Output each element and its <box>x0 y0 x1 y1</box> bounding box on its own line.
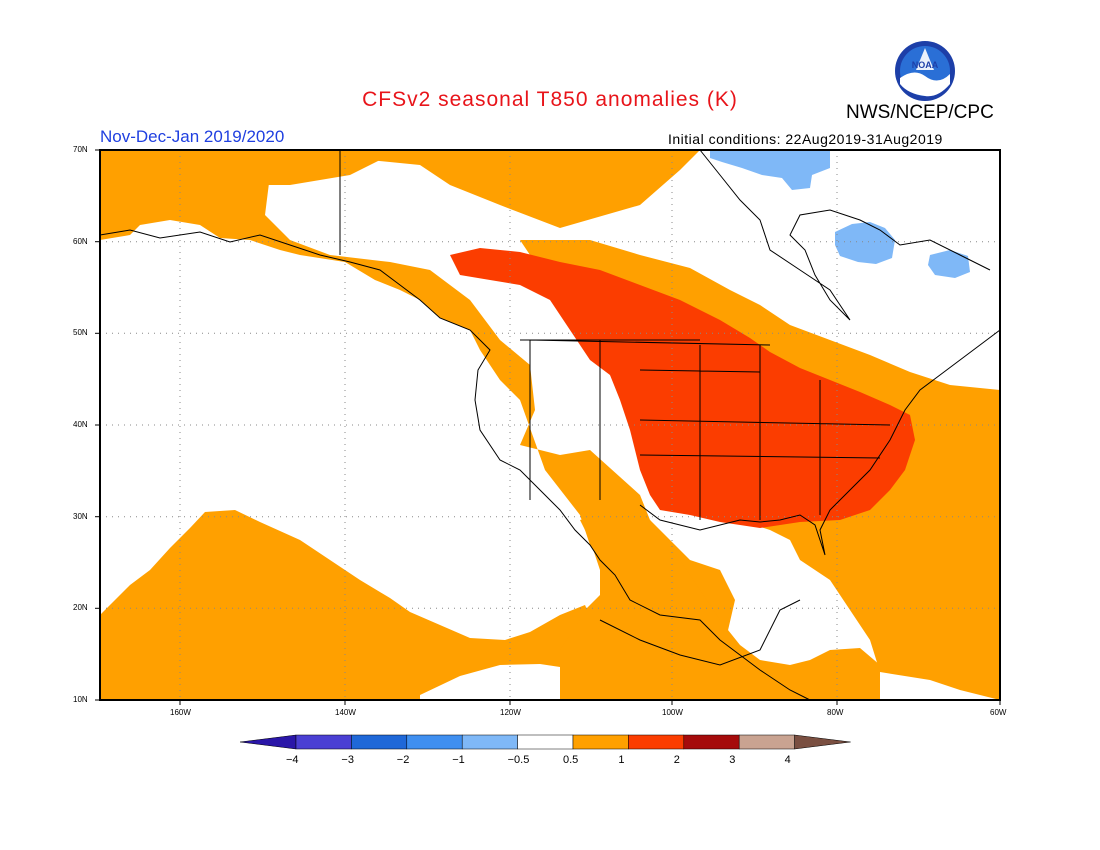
colorbar-tick-label: −3 <box>341 754 354 766</box>
colorbar-swatch <box>738 734 795 750</box>
coastlines <box>99 149 1001 701</box>
colorbar-tick-label: 0.5 <box>563 754 579 766</box>
colorbar-tick-label: −2 <box>396 754 410 766</box>
anomaly-region-hudson-cool <box>835 222 895 264</box>
gridlines <box>100 150 1000 700</box>
lat-label: 20N <box>73 603 88 612</box>
anomaly-region-central-us <box>450 248 915 528</box>
colorbar-tick-label: −0.5 <box>507 754 530 766</box>
axis-ticks <box>95 149 1001 705</box>
initial-conditions: Initial conditions: 22Aug2019-31Aug2019 <box>668 131 943 147</box>
lat-label: 10N <box>73 695 88 704</box>
map-title: CFSv2 seasonal T850 anomalies (K) <box>362 88 738 111</box>
colorbar-swatch <box>683 734 740 750</box>
lat-label: 60N <box>73 237 88 246</box>
colorbar-swatch <box>572 734 629 750</box>
organization-label: NWS/NCEP/CPC <box>846 102 994 123</box>
lat-label: 30N <box>73 512 88 521</box>
lat-label: 50N <box>73 328 88 337</box>
colorbar-tick-label: 2 <box>673 754 680 766</box>
colorbar-swatch <box>295 734 352 750</box>
lon-label: 120W <box>500 708 521 717</box>
anomaly-region-baffin-cool <box>710 150 830 190</box>
noaa-logo: NOAA <box>895 41 955 101</box>
colorbar-arrow-low <box>239 734 297 750</box>
lon-label: 80W <box>827 708 844 717</box>
colorbar-arrow-high <box>794 734 851 750</box>
colorbar-swatch <box>628 734 685 750</box>
lon-label: 160W <box>170 708 191 717</box>
forecast-period: Nov-Dec-Jan 2019/2020 <box>100 127 285 146</box>
lon-label: 140W <box>335 708 356 717</box>
colorbar-swatch <box>517 734 574 750</box>
colorbar-swatch <box>461 734 518 750</box>
noaa-logo-text: NOAA <box>912 60 939 70</box>
colorbar-tick-label: −1 <box>452 754 465 766</box>
lat-label: 40N <box>73 420 88 429</box>
colorbar-tick-label: −4 <box>286 754 299 766</box>
colorbar-swatch <box>406 734 463 750</box>
lon-label: 100W <box>662 708 683 717</box>
colorbar <box>239 734 851 750</box>
lon-label: 60W <box>990 708 1007 717</box>
anomaly-region-mexico <box>560 510 880 700</box>
colorbar-tick-label: 1 <box>618 754 625 766</box>
colorbar-tick-label: 4 <box>784 754 791 766</box>
colorbar-tick-label: 3 <box>729 754 736 766</box>
colorbar-swatch <box>351 734 408 750</box>
anomaly-region-north-alaska <box>100 150 380 225</box>
anomaly-region-labrador-cool <box>928 250 970 278</box>
lat-label: 70N <box>73 145 88 154</box>
